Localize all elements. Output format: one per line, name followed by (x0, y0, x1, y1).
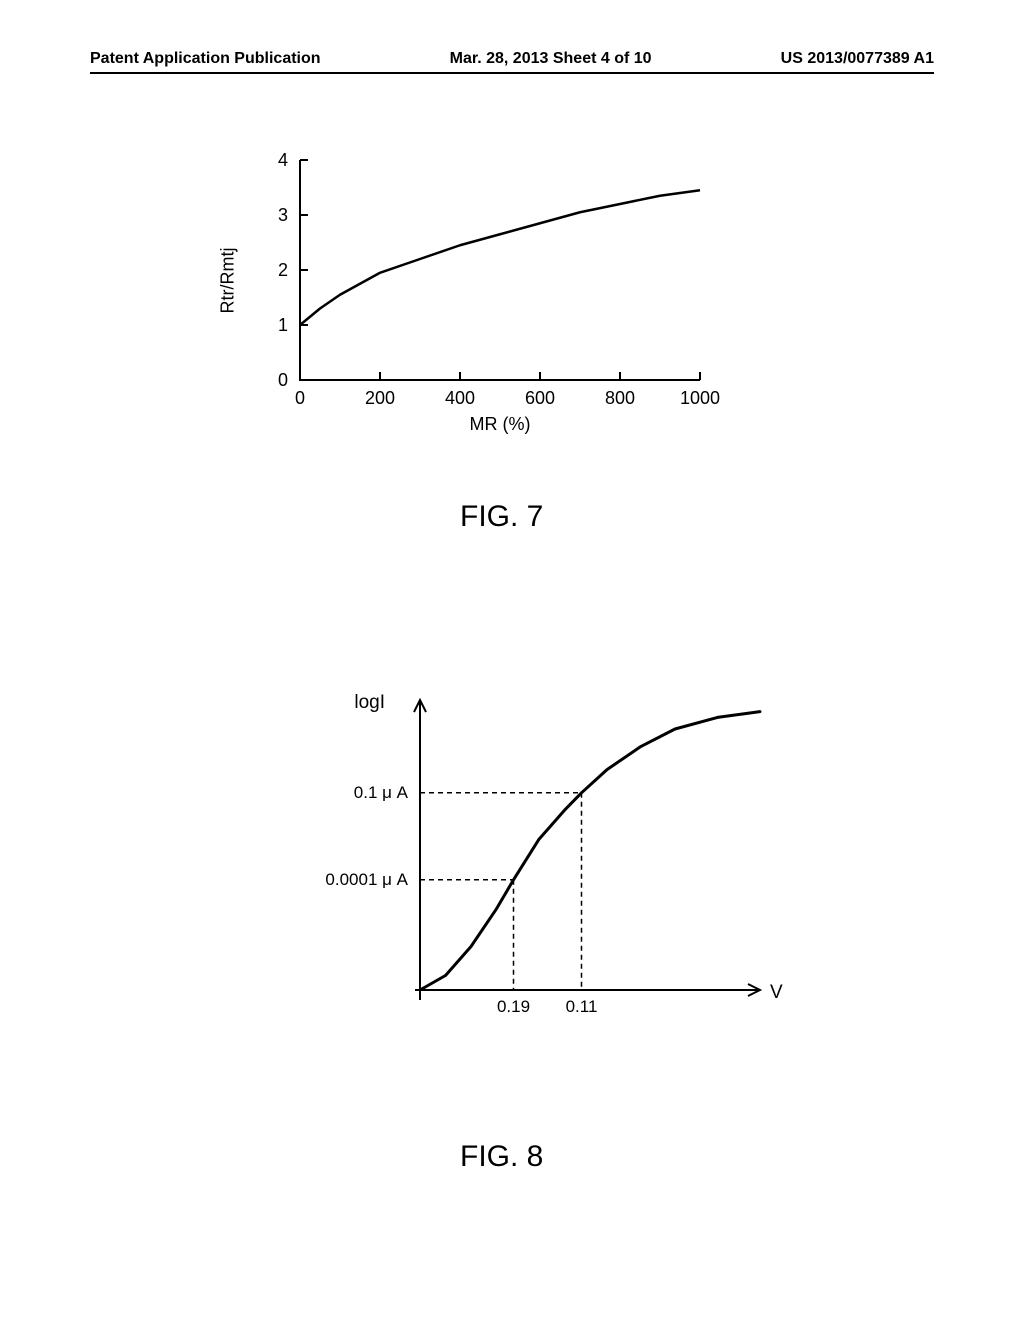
svg-text:V: V (770, 982, 783, 1003)
header-left: Patent Application Publication (90, 50, 321, 68)
svg-text:800: 800 (605, 388, 635, 408)
patent-header: Patent Application Publication Mar. 28, … (0, 50, 1024, 68)
svg-text:0: 0 (278, 370, 288, 390)
svg-text:3: 3 (278, 205, 288, 225)
header-center: Mar. 28, 2013 Sheet 4 of 10 (450, 50, 652, 68)
header-right: US 2013/0077389 A1 (781, 50, 934, 68)
svg-text:2: 2 (278, 260, 288, 280)
svg-text:600: 600 (525, 388, 555, 408)
figure-7-chart: 0 1 2 3 4 0 200 400 600 800 1000 MR (%) (220, 140, 780, 440)
svg-text:1000: 1000 (680, 388, 720, 408)
figure-8-caption: FIG. 8 (460, 1140, 543, 1174)
svg-text:1: 1 (278, 315, 288, 335)
svg-text:0: 0 (295, 388, 305, 408)
svg-text:200: 200 (365, 388, 395, 408)
figure-7-caption: FIG. 7 (460, 500, 543, 534)
svg-text:MR (%): MR (%) (470, 414, 531, 434)
figure-7-container: 0 1 2 3 4 0 200 400 600 800 1000 MR (%) Rtr/Rmtj (220, 140, 820, 520)
figure-7-ylabel: Rtr/Rmtj (218, 248, 239, 314)
figure-8-chart: logI V 0.1 μ A 0.11 0.0001 μ A 0.19 (280, 680, 800, 1050)
svg-text:400: 400 (445, 388, 475, 408)
figure-8-container: logI V 0.1 μ A 0.11 0.0001 μ A 0.19 (280, 680, 800, 1130)
svg-text:0.19: 0.19 (497, 997, 530, 1016)
svg-text:0.11: 0.11 (566, 997, 598, 1016)
svg-text:0.1 μ A: 0.1 μ A (354, 783, 409, 802)
svg-text:0.0001 μ A: 0.0001 μ A (325, 870, 408, 889)
svg-text:logI: logI (354, 692, 385, 713)
svg-text:4: 4 (278, 150, 288, 170)
header-underline (90, 72, 934, 74)
